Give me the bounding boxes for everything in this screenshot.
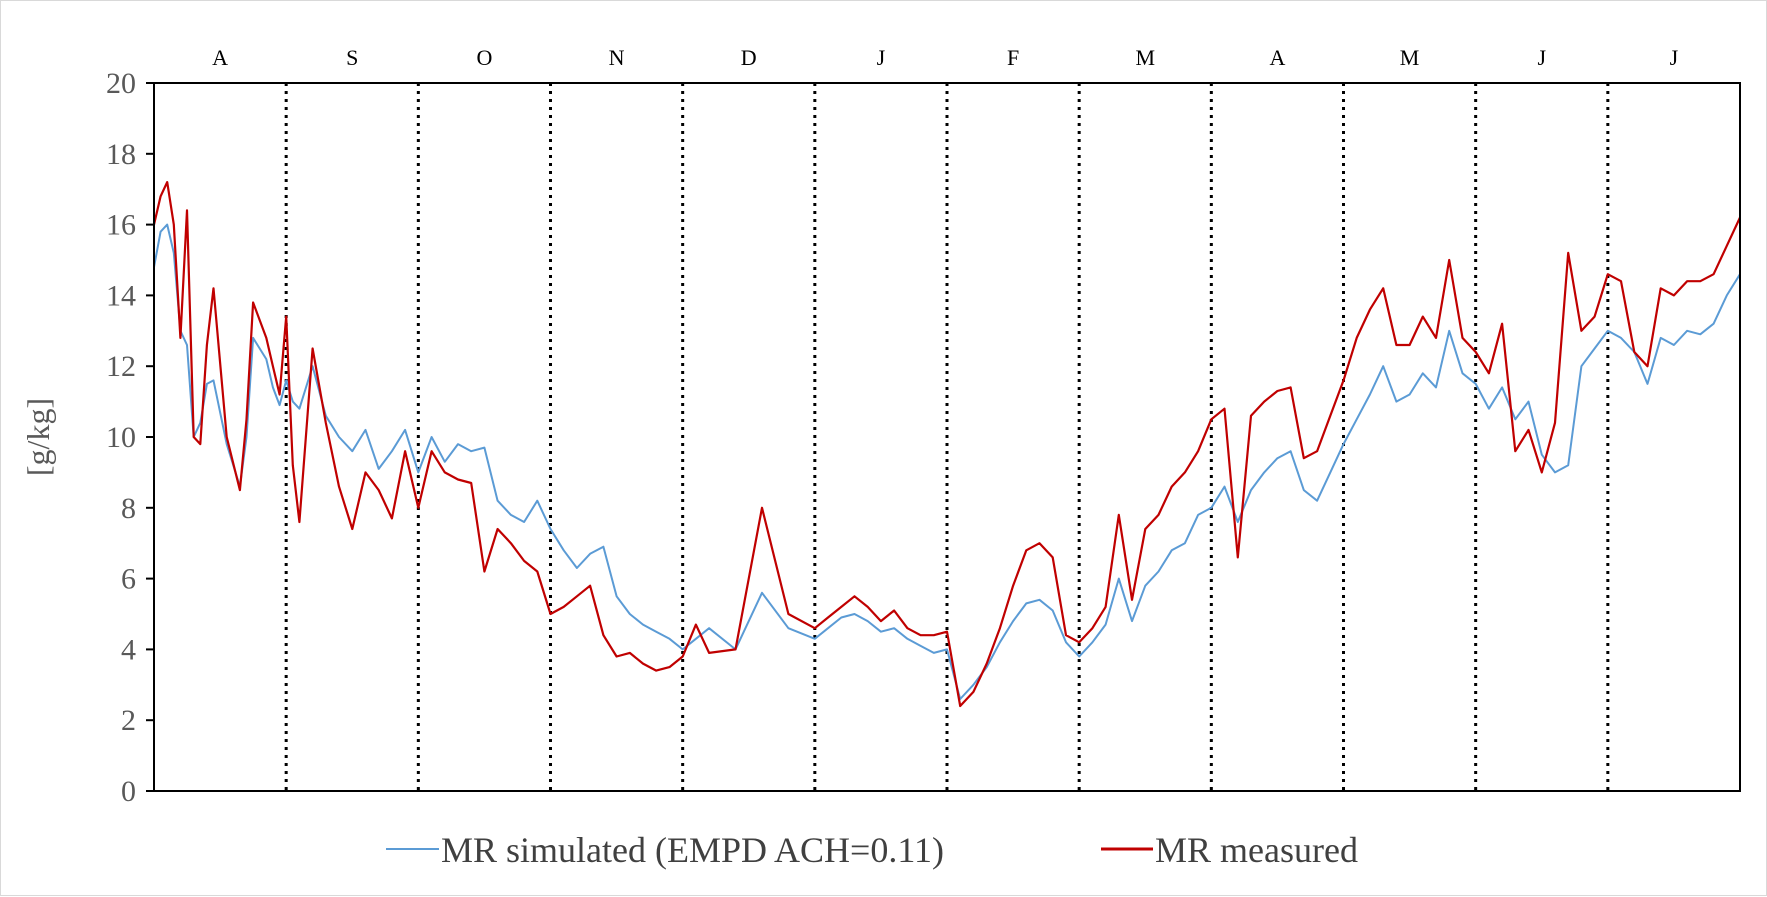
legend-label-simulated: MR simulated (EMPD ACH=0.11) (441, 830, 944, 870)
y-tick-label: 10 (106, 421, 136, 454)
month-label: M (1400, 45, 1420, 70)
legend: MR simulated (EMPD ACH=0.11) MR measured (386, 830, 1358, 870)
y-tick-label: 18 (106, 138, 136, 171)
y-tick-label: 2 (121, 704, 136, 737)
month-label: A (1269, 45, 1285, 70)
month-label: F (1007, 45, 1019, 70)
series-lines (152, 181, 1741, 708)
month-label: D (741, 45, 757, 70)
y-tick-label: 6 (121, 563, 136, 596)
month-label: A (212, 45, 228, 70)
y-tick-label: 12 (106, 350, 136, 383)
y-tick-label: 8 (121, 492, 136, 525)
month-label: J (1670, 45, 1679, 70)
month-label: J (877, 45, 886, 70)
y-tick-label: 0 (121, 775, 136, 808)
series-line-measured (152, 181, 1741, 708)
month-label: O (476, 45, 492, 70)
y-tick-label: 20 (106, 67, 136, 100)
month-label: N (609, 45, 625, 70)
y-tick-label: 4 (121, 633, 136, 666)
legend-label-measured: MR measured (1155, 830, 1358, 870)
month-label: J (1537, 45, 1546, 70)
month-boundaries (284, 83, 1610, 791)
y-tick-label: 16 (106, 209, 136, 242)
y-tick-label: 14 (106, 279, 136, 312)
y-axis-ticks: 0 2 4 6 8 10 12 14 16 18 20 (106, 67, 154, 808)
month-label: S (346, 45, 358, 70)
y-axis-title: [g/kg] (20, 398, 56, 476)
plot-area-border (153, 82, 1741, 792)
month-label: M (1135, 45, 1155, 70)
